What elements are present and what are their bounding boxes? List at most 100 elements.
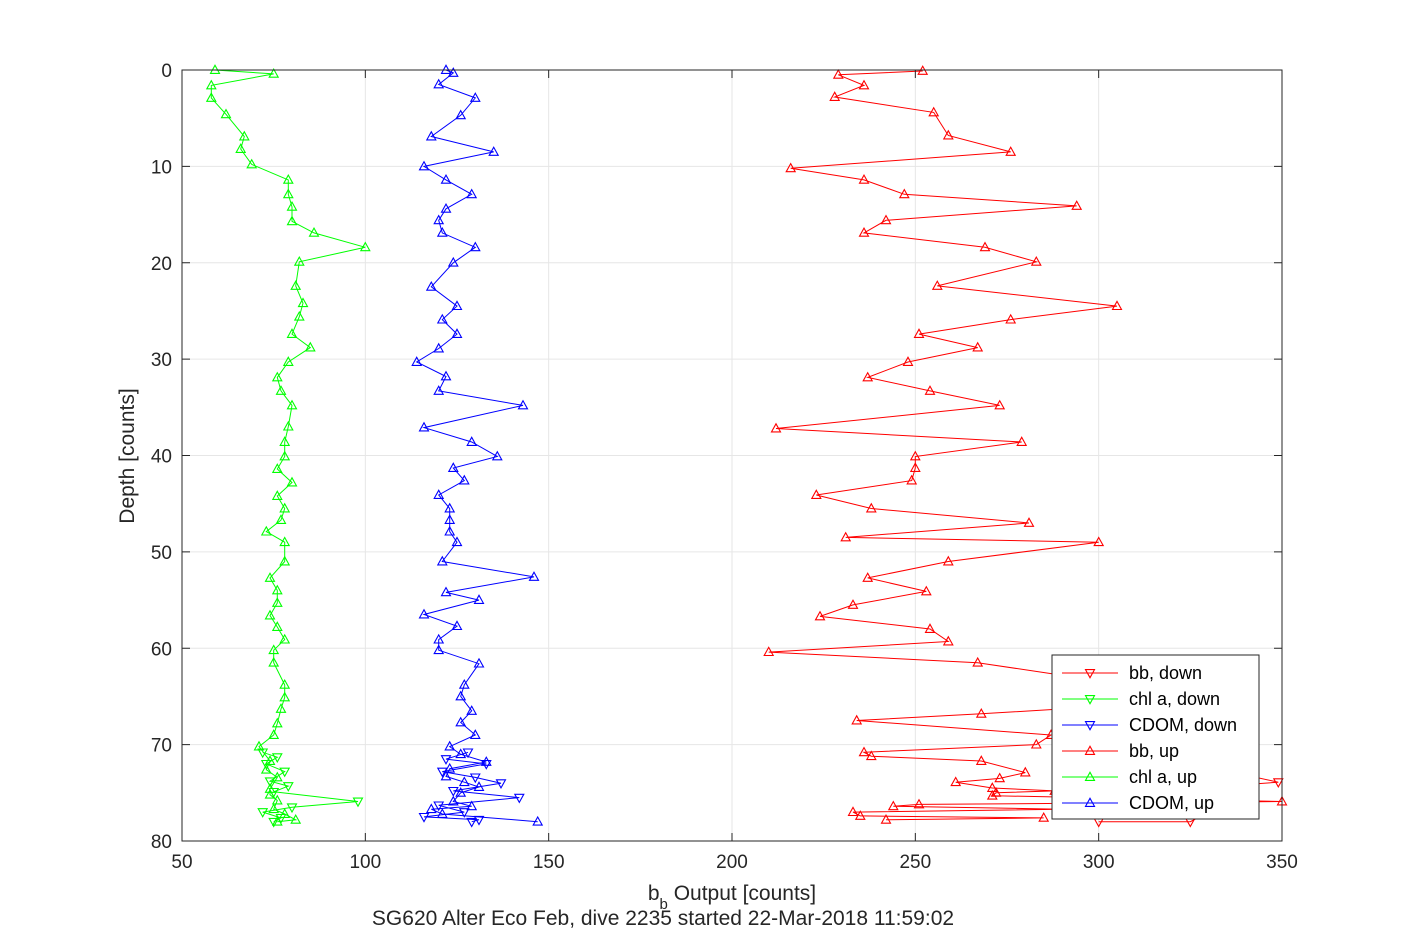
data-point <box>913 798 925 809</box>
data-point <box>829 91 841 101</box>
data-point <box>433 644 445 655</box>
data-point <box>268 729 280 739</box>
legend-entry: chl a, up <box>1062 767 1197 787</box>
data-point <box>473 781 485 791</box>
data-point <box>246 158 258 169</box>
data-point <box>268 644 280 655</box>
data-point <box>282 420 294 431</box>
data-point <box>436 808 448 818</box>
data-point <box>308 226 320 237</box>
x-tick-label: 100 <box>349 852 381 873</box>
data-point <box>858 173 870 184</box>
data-point <box>880 214 892 225</box>
legend-entry: chl a, down <box>1062 689 1220 709</box>
x-tick-label: 50 <box>171 852 192 873</box>
data-point <box>858 79 870 90</box>
x-tick-label: 200 <box>716 852 748 873</box>
data-point <box>1071 200 1083 210</box>
data-point <box>1019 766 1031 777</box>
data-point <box>411 356 423 366</box>
data-point <box>972 656 984 667</box>
data-point <box>282 188 294 199</box>
data-point <box>975 707 987 718</box>
legend-entry: bb, down <box>1062 663 1202 683</box>
data-point <box>840 531 852 542</box>
data-point <box>275 385 287 395</box>
data-point <box>887 800 899 811</box>
data-point <box>942 635 954 646</box>
data-point <box>1005 313 1017 324</box>
data-point <box>279 436 291 446</box>
data-point <box>271 490 283 500</box>
x-axis-label: bb Output [counts] <box>648 882 816 913</box>
data-point <box>451 300 463 311</box>
data-point <box>264 572 276 582</box>
data-point <box>979 241 991 252</box>
data-point <box>352 797 364 808</box>
data-point <box>286 215 298 226</box>
data-point <box>447 795 459 806</box>
series-4 <box>205 64 371 826</box>
data-point <box>286 803 298 814</box>
data-point <box>473 657 485 668</box>
data-point <box>268 656 280 667</box>
data-point <box>924 623 936 633</box>
data-point <box>253 740 265 751</box>
data-point <box>455 786 467 797</box>
data-point <box>275 514 287 524</box>
data-point <box>832 68 844 79</box>
data-point <box>271 584 283 595</box>
data-point <box>418 160 430 171</box>
data-point <box>264 783 276 793</box>
data-point <box>858 226 870 237</box>
legend-label: CDOM, up <box>1129 793 1214 813</box>
data-point <box>466 817 478 828</box>
series-3 <box>763 65 1288 824</box>
legend-marker <box>1084 669 1096 679</box>
data-point <box>440 755 452 765</box>
data-point <box>990 786 1002 797</box>
data-point <box>440 202 452 213</box>
data-point <box>473 815 485 826</box>
y-tick-label: 80 <box>151 832 172 853</box>
data-point <box>913 328 925 338</box>
data-point <box>920 585 932 596</box>
data-point <box>447 67 459 77</box>
series-line <box>262 751 359 823</box>
y-tick-label: 0 <box>161 61 172 82</box>
data-point <box>282 356 294 366</box>
data-point <box>1038 811 1050 822</box>
data-point <box>880 813 892 824</box>
data-point <box>865 750 877 761</box>
data-point <box>260 525 272 536</box>
data-point <box>517 399 529 410</box>
data-point <box>909 450 921 461</box>
data-point <box>436 555 448 566</box>
data-point <box>205 79 217 90</box>
data-point <box>271 815 283 826</box>
data-point <box>854 810 866 820</box>
data-point <box>268 803 280 814</box>
data-point <box>488 146 500 156</box>
data-point <box>286 200 298 211</box>
data-point <box>814 610 826 621</box>
data-point <box>480 756 492 766</box>
data-point <box>220 108 232 119</box>
data-point <box>440 770 452 781</box>
data-point <box>942 555 954 566</box>
data-point <box>513 793 525 804</box>
data-point <box>271 717 283 728</box>
data-point <box>238 130 250 141</box>
data-point <box>440 586 452 597</box>
data-point <box>902 356 914 366</box>
data-point <box>847 806 859 817</box>
series-line <box>768 70 1283 821</box>
data-point <box>279 691 291 702</box>
data-point <box>440 173 452 184</box>
data-point <box>279 450 291 461</box>
data-point <box>279 633 291 644</box>
data-point <box>235 143 247 153</box>
data-point <box>994 399 1006 410</box>
data-point <box>444 514 456 524</box>
